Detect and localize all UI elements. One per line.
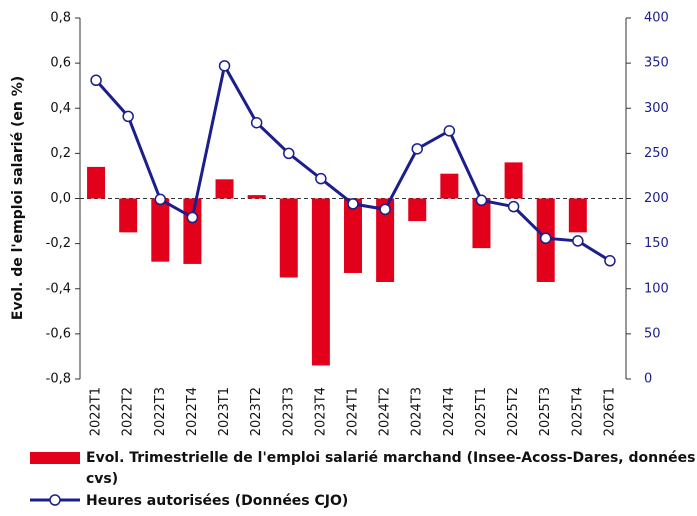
bar — [344, 198, 362, 273]
y-tick-label: -0,2 — [46, 236, 71, 251]
y2-tick-label: 0 — [644, 372, 652, 387]
legend-label: Heures autorisées (Données CJO) — [86, 493, 348, 509]
bar — [568, 198, 587, 233]
legend-marker — [49, 494, 61, 506]
line-point — [379, 203, 391, 216]
line-point — [475, 194, 488, 207]
y2-tick-label: 300 — [644, 101, 669, 116]
x-tick-label: 2024T2 — [378, 387, 393, 436]
bar — [215, 179, 234, 199]
bar — [504, 162, 523, 199]
y-tick-label: 0,0 — [50, 191, 71, 206]
x-tick-label: 2022T4 — [185, 387, 200, 436]
line-point — [539, 232, 552, 244]
x-tick-label: 2022T1 — [89, 387, 104, 436]
bar — [376, 198, 395, 282]
x-tick-label: 2024T4 — [442, 387, 457, 436]
line-point — [347, 198, 359, 210]
bar — [311, 198, 330, 366]
y-tick-label: 0,8 — [50, 11, 71, 26]
line-point — [218, 60, 231, 72]
line-point — [411, 143, 423, 155]
y2-tick-label: 400 — [644, 11, 669, 26]
x-tick-label: 2025T2 — [506, 387, 521, 436]
y-tick-label: 0,2 — [50, 146, 71, 161]
y-tick-label: 0,6 — [50, 56, 71, 71]
bar — [119, 198, 138, 233]
line-point — [122, 110, 134, 123]
bar — [87, 166, 106, 199]
y2-tick-label: 150 — [644, 236, 669, 251]
bar — [440, 173, 459, 199]
y2-tick-label: 100 — [644, 281, 669, 296]
bar — [183, 198, 202, 264]
line-point — [443, 125, 456, 137]
line-point — [186, 211, 199, 224]
bar — [151, 198, 170, 262]
y-tick-label: -0,4 — [46, 281, 71, 296]
y2-tick-label: 250 — [644, 146, 669, 161]
line-point — [507, 200, 520, 213]
x-tick-label: 2025T4 — [570, 387, 585, 436]
x-tick-label: 2025T1 — [474, 387, 489, 436]
line-point — [572, 235, 584, 247]
y2-tick-label: 200 — [644, 191, 669, 206]
y-tick-label: -0,6 — [46, 326, 71, 341]
legend-swatch — [30, 452, 80, 464]
y-axis-label: Evol. de l'emploi salarié (en %) — [10, 76, 26, 320]
x-tick-label: 2022T3 — [153, 387, 168, 436]
x-tick-label: 2022T2 — [121, 387, 136, 436]
bar — [247, 195, 266, 199]
line-point — [283, 147, 295, 160]
y2-tick-label: 350 — [644, 56, 669, 71]
x-tick-label: 2023T4 — [313, 387, 328, 436]
x-tick-label: 2024T3 — [410, 387, 425, 436]
bar — [408, 198, 427, 222]
line-point — [604, 255, 616, 267]
line-point — [154, 193, 167, 206]
x-tick-label: 2023T3 — [281, 387, 296, 436]
x-tick-label: 2024T1 — [346, 387, 361, 436]
line-point — [315, 172, 327, 185]
line-point — [250, 116, 263, 129]
x-tick-label: 2026T1 — [602, 387, 617, 436]
bar — [472, 198, 491, 249]
line-point — [90, 74, 102, 87]
y-tick-label: 0,4 — [50, 101, 71, 116]
x-tick-label: 2025T3 — [538, 387, 553, 436]
x-tick-label: 2023T1 — [217, 387, 232, 436]
y-tick-label: -0,8 — [46, 372, 71, 387]
y2-tick-label: 50 — [644, 326, 661, 341]
legend-label: Evol. Trimestrielle de l'emploi salarié … — [86, 450, 696, 487]
legend-text-box: Evol. Trimestrielle de l'emploi salarié … — [86, 450, 696, 487]
x-tick-label: 2023T2 — [249, 387, 264, 436]
bar — [279, 198, 298, 278]
